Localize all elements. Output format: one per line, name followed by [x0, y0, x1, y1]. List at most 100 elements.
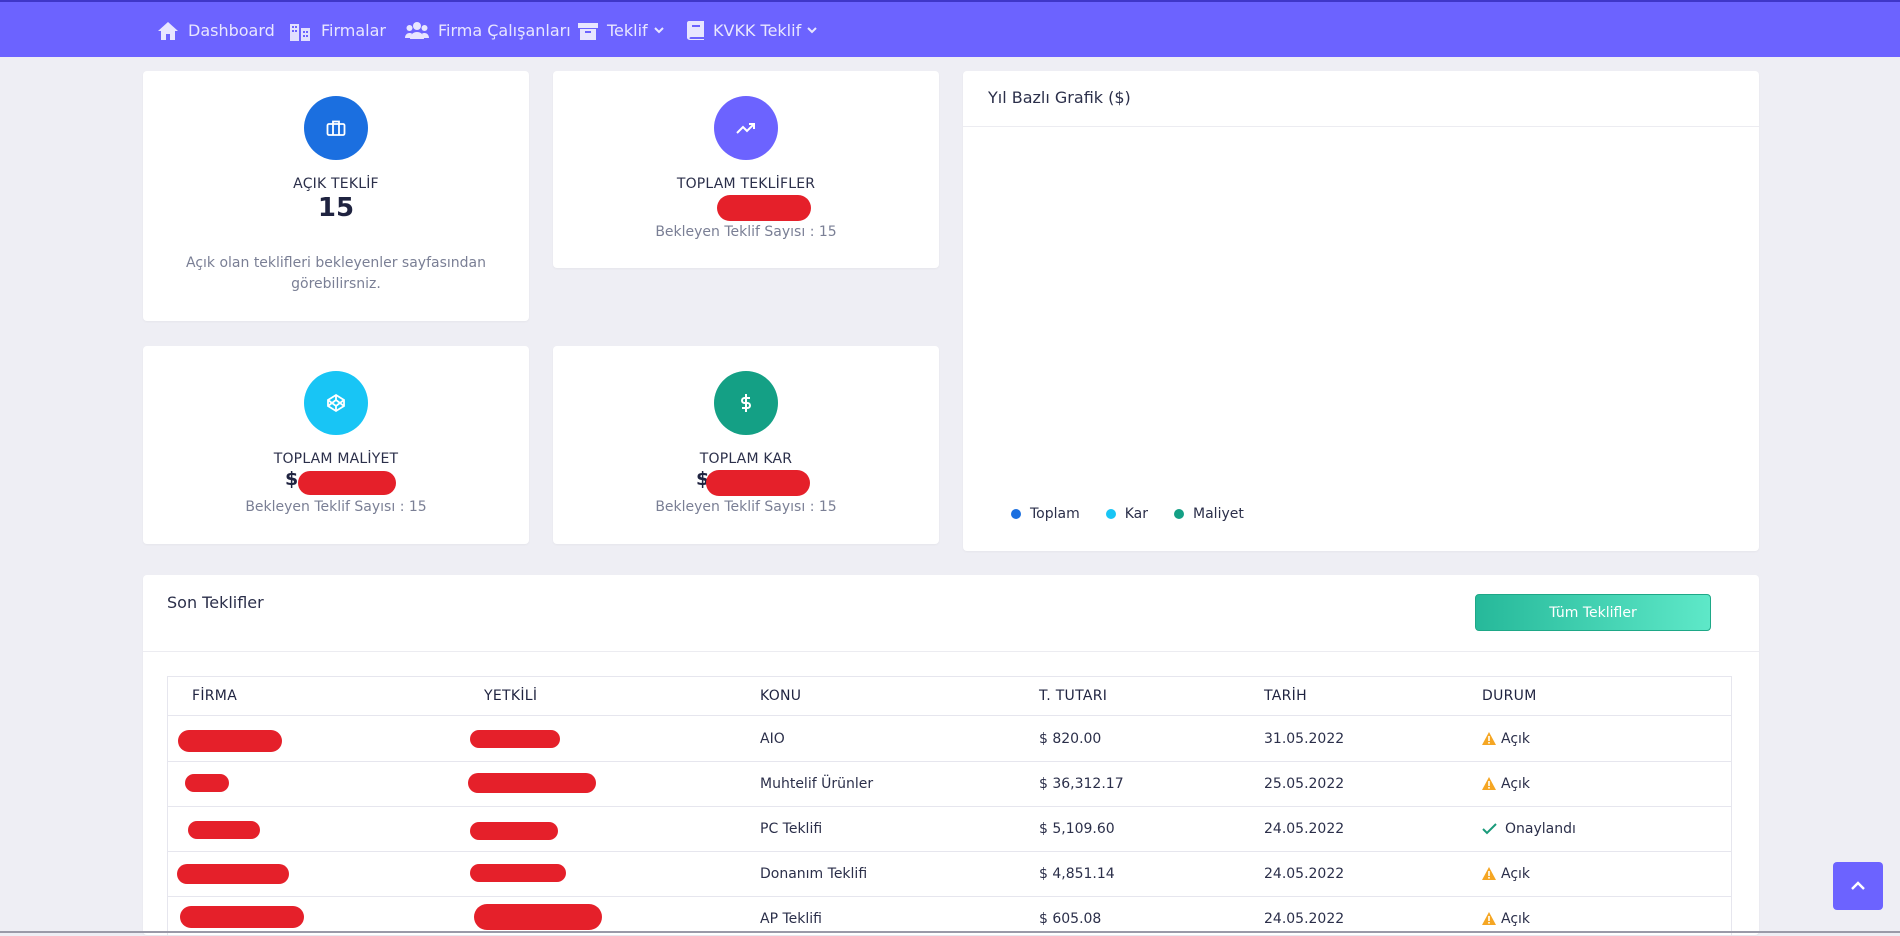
cell-tutar: $ 4,851.14 — [1039, 865, 1115, 882]
cell-konu: Donanım Teklifi — [760, 865, 868, 882]
nav-item-teklif[interactable]: Teklif — [578, 2, 664, 59]
redaction-mark — [177, 864, 289, 884]
legend-item-kar[interactable]: Kar — [1105, 506, 1149, 522]
nav-label: Dashboard — [188, 21, 275, 40]
cell-durum: Açık — [1482, 851, 1530, 896]
cell-tarih: 25.05.2022 — [1264, 775, 1345, 792]
cell-tutar: $ 605.08 — [1039, 910, 1102, 927]
table-header: FİRMA YETKİLİ KONU T. TUTARI TARİH DURUM — [168, 677, 1731, 716]
stat-card-total-profit: TOPLAM KAR $ Bekleyen Teklif Sayısı : 15 — [553, 346, 939, 544]
legend-item-toplam[interactable]: Toplam — [1011, 506, 1080, 522]
redaction-mark — [470, 730, 560, 748]
cell-konu: Muhtelif Ürünler — [760, 775, 874, 792]
stat-label: TOPLAM TEKLİFLER — [676, 176, 816, 192]
chevron-down-icon — [807, 27, 817, 34]
codepen-icon — [327, 393, 345, 413]
stat-label: TOPLAM MALİYET — [273, 451, 399, 467]
nav-item-firmalar[interactable]: Firmalar — [288, 2, 386, 59]
redaction-mark — [188, 821, 260, 839]
stat-subtitle: Bekleyen Teklif Sayısı : 15 — [655, 224, 837, 240]
cell-konu: AIO — [760, 730, 785, 747]
redaction-mark — [470, 864, 566, 882]
dollar-icon — [741, 394, 751, 412]
column-header-firma[interactable]: FİRMA — [192, 688, 238, 704]
money-text: $ — [285, 468, 299, 490]
stat-subtitle: Bekleyen Teklif Sayısı : 15 — [655, 499, 837, 515]
chevron-down-icon — [653, 27, 664, 34]
cell-tarih: 24.05.2022 — [1264, 910, 1345, 927]
recent-offers-card: Son Teklifler Tüm Teklifler FİRMA YETKİL… — [143, 575, 1759, 936]
column-header-durum[interactable]: DURUM — [1482, 688, 1537, 704]
table-row[interactable]: Donanım Teklifi $ 4,851.14 24.05.2022 Aç… — [168, 851, 1731, 897]
cell-tarih: 31.05.2022 — [1264, 730, 1345, 747]
nav-item-kvkk-teklif[interactable]: KVKK Teklif — [687, 2, 817, 59]
nav-item-firma-calisanlari[interactable]: Firma Çalışanları — [405, 2, 571, 59]
briefcase-icon — [326, 120, 346, 136]
warning-icon — [1482, 912, 1496, 925]
stat-card-open-offers: AÇIK TEKLİF 15 Açık olan teklifleri bekl… — [143, 71, 529, 321]
stat-value: $ — [143, 468, 529, 490]
nav-label: KVKK Teklif — [713, 21, 802, 40]
redaction-mark — [185, 774, 229, 792]
status-text: Açık — [1501, 865, 1531, 882]
chart-legend: Toplam Kar Maliyet — [1011, 506, 1270, 522]
cell-tutar: $ 36,312.17 — [1039, 775, 1124, 792]
chevron-up-icon — [1851, 881, 1865, 890]
stat-value: $ — [553, 468, 939, 490]
legend-dot — [1174, 509, 1185, 519]
stat-label: TOPLAM KAR — [699, 451, 793, 467]
book-icon — [687, 21, 704, 40]
status-text: Onaylandı — [1505, 820, 1576, 837]
recent-offers-table: FİRMA YETKİLİ KONU T. TUTARI TARİH DURUM… — [167, 676, 1732, 936]
cell-tutar: $ 5,109.60 — [1039, 820, 1115, 837]
stat-description: Açık olan teklifleri bekleyenler sayfası… — [185, 255, 486, 292]
legend-dot — [1105, 509, 1116, 519]
window-bottom-edge — [0, 931, 1900, 933]
stat-icon-circle — [304, 96, 368, 160]
column-header-tarih[interactable]: TARİH — [1264, 688, 1307, 704]
divider — [963, 126, 1759, 127]
warning-icon — [1482, 867, 1496, 880]
chart-title: Yıl Bazlı Grafik ($) — [988, 88, 1131, 107]
cell-durum: Onaylandı — [1482, 806, 1576, 851]
column-header-yetkili[interactable]: YETKİLİ — [484, 688, 538, 704]
legend-label: Maliyet — [1193, 506, 1244, 522]
top-navbar: Dashboard Firmalar Firma Çalışanları Tek… — [0, 0, 1900, 57]
stat-icon-circle — [714, 96, 778, 160]
stat-icon-circle — [714, 371, 778, 435]
nav-item-dashboard[interactable]: Dashboard — [157, 2, 275, 59]
redaction-mark — [717, 195, 811, 221]
stat-label: AÇIK TEKLİF — [293, 176, 379, 192]
archive-icon — [578, 22, 598, 40]
redaction-mark — [180, 906, 304, 928]
scroll-to-top-button[interactable] — [1833, 862, 1883, 910]
table-row[interactable]: AIO $ 820.00 31.05.2022 Açık — [168, 716, 1731, 762]
cell-durum: Açık — [1482, 896, 1530, 936]
building-icon — [290, 23, 310, 41]
all-offers-button[interactable]: Tüm Teklifler — [1475, 594, 1711, 631]
redaction-mark — [474, 904, 602, 930]
section-title: Son Teklifler — [167, 593, 264, 612]
status-text: Açık — [1501, 910, 1531, 927]
yearly-chart-card: Yıl Bazlı Grafik ($) Toplam Kar Maliyet — [963, 71, 1759, 551]
trending-up-icon — [736, 123, 755, 134]
table-row[interactable]: AP Teklifi $ 605.08 24.05.2022 Açık — [168, 896, 1731, 936]
stat-card-total-cost: TOPLAM MALİYET $ Bekleyen Teklif Sayısı … — [143, 346, 529, 544]
cell-tarih: 24.05.2022 — [1264, 865, 1345, 882]
cell-tarih: 24.05.2022 — [1264, 820, 1345, 837]
nav-label: Firma Çalışanları — [438, 21, 571, 40]
redaction-mark — [470, 822, 558, 840]
redaction-mark — [298, 471, 396, 495]
divider — [143, 651, 1759, 652]
status-text: Açık — [1501, 730, 1531, 747]
column-header-tutar[interactable]: T. TUTARI — [1039, 688, 1108, 704]
table-row[interactable]: PC Teklifi $ 5,109.60 24.05.2022 Onaylan… — [168, 806, 1731, 852]
warning-icon — [1482, 732, 1496, 745]
legend-label: Kar — [1124, 506, 1149, 522]
column-header-konu[interactable]: KONU — [760, 688, 802, 704]
stat-subtitle: Bekleyen Teklif Sayısı : 15 — [245, 499, 427, 515]
cell-konu: PC Teklifi — [760, 820, 823, 837]
legend-item-maliyet[interactable]: Maliyet — [1174, 506, 1244, 522]
nav-label: Teklif — [607, 21, 648, 40]
table-row[interactable]: Muhtelif Ürünler $ 36,312.17 25.05.2022 … — [168, 761, 1731, 807]
